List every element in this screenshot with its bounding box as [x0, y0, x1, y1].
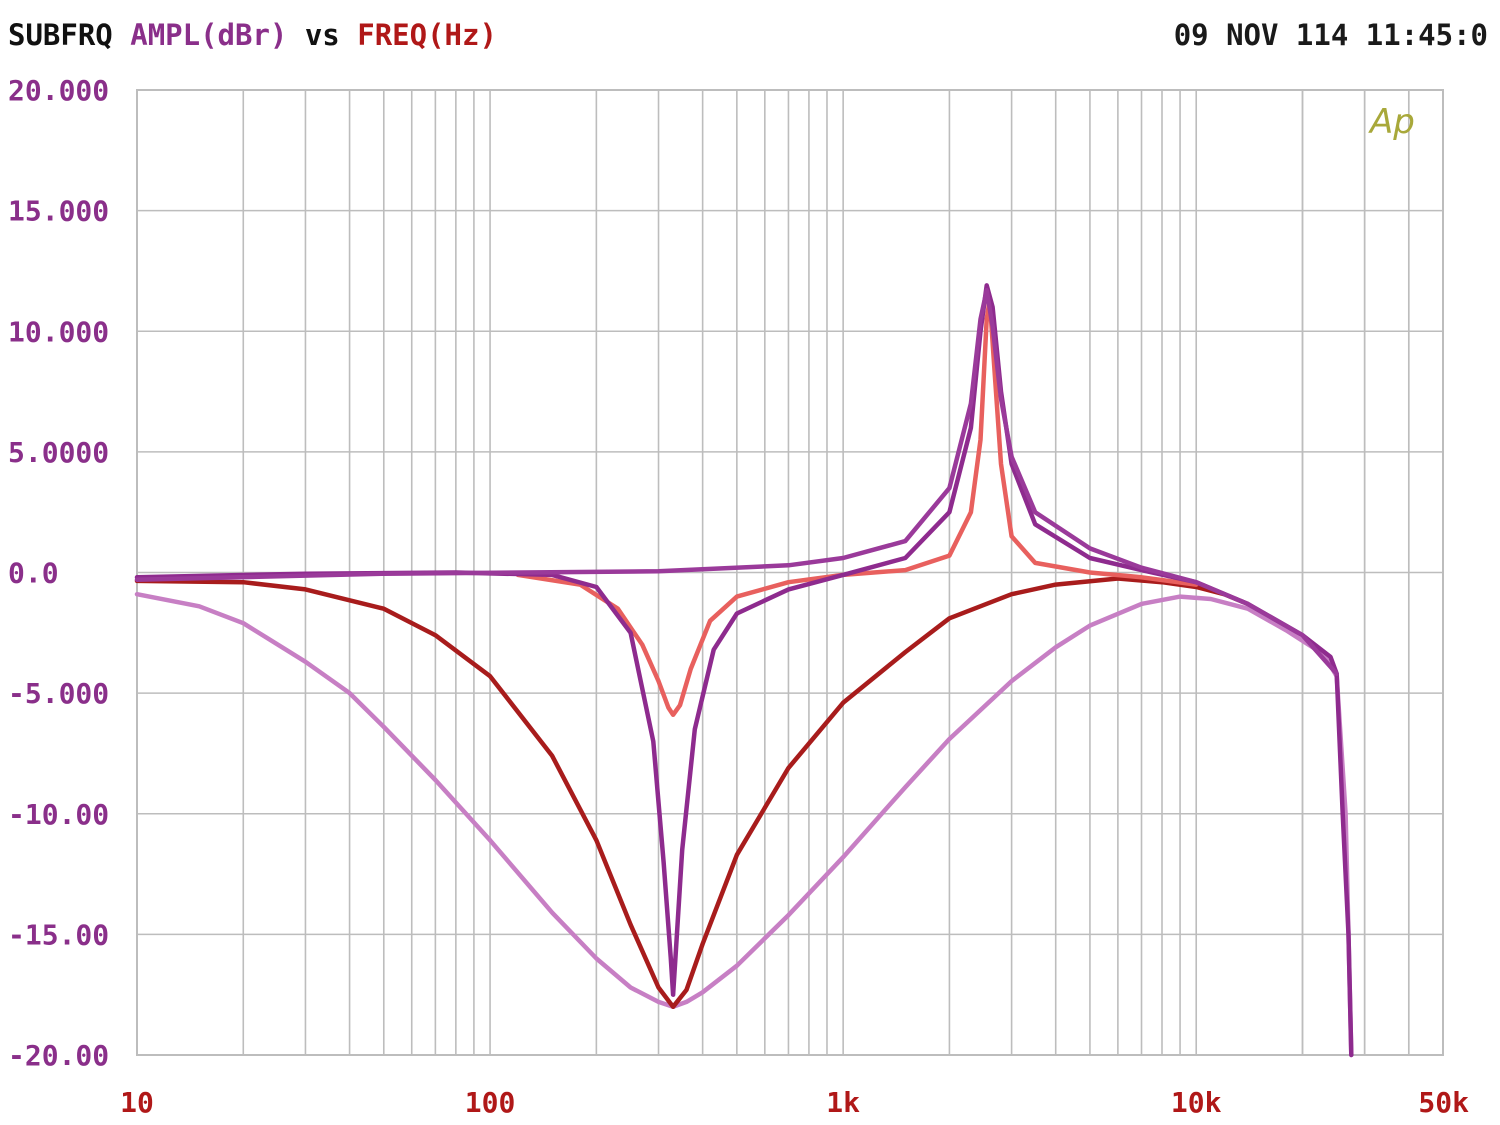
series-line-3: [515, 297, 1199, 718]
chart-header-title: SUBFRQ AMPL(dBr) vs FREQ(Hz): [8, 18, 497, 52]
x-tick-label: 50k: [1418, 1086, 1469, 1119]
y-tick-label: -20.00: [8, 1039, 109, 1072]
header-prefix: SUBFRQ: [8, 18, 113, 52]
x-tick-labels: 10 100 1k 10k 50k: [120, 1086, 1469, 1119]
header-datetime: 09 NOV 114 11:45:0: [1173, 18, 1488, 52]
series-line-2: [134, 576, 1251, 1010]
header-x-quantity: FREQ(Hz): [357, 18, 497, 52]
series-line-5: [134, 287, 1339, 677]
y-tick-labels: 20.000 15.000 10.000 5.0000 0.0 -5.000 -10.00 -…: [8, 74, 109, 1072]
x-tick-label: 1k: [826, 1086, 860, 1119]
header-y-quantity: AMPL(dBr): [130, 18, 288, 52]
y-tick-label: -15.00: [8, 918, 109, 951]
x-tick-label: 100: [465, 1086, 516, 1119]
header-vs: vs: [304, 18, 340, 52]
y-tick-label: 20.000: [8, 74, 109, 107]
y-tick-label: 5.0000: [8, 436, 109, 469]
x-tick-label: 10k: [1171, 1086, 1222, 1119]
y-tick-label: 10.000: [8, 315, 109, 348]
y-tick-label: 15.000: [8, 195, 109, 228]
series-line-1: [134, 591, 1354, 1058]
chart-series-group: [134, 283, 1354, 1058]
y-tick-label: 0.0: [8, 557, 59, 590]
ap-logo: Ap: [1368, 102, 1415, 142]
x-tick-label: 10: [120, 1086, 154, 1119]
y-tick-label: -5.000: [8, 677, 109, 710]
y-tick-label: -10.00: [8, 798, 109, 831]
plot-border: [136, 89, 1444, 1056]
